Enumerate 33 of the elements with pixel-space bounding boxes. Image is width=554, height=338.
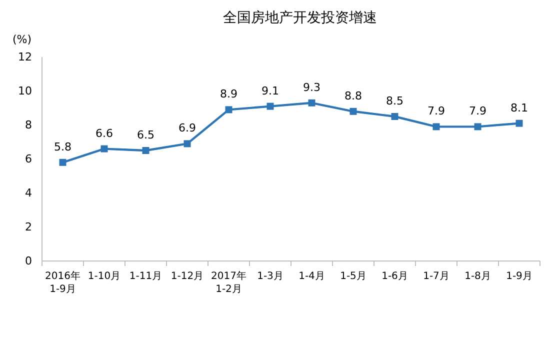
data-label: 8.1 [510,101,528,114]
y-tick-label: 2 [25,220,32,234]
y-tick-label: 12 [18,50,32,64]
x-tick-label: 1-6月 [382,271,408,282]
data-label: 9.3 [303,80,320,94]
data-label: 8.8 [344,89,362,102]
x-tick-label: 1-4月 [298,271,325,282]
data-label: 6.9 [178,122,196,135]
x-tick-label: 2017年 1-2月 [211,270,246,295]
x-tick-label: 1-10月 [88,271,121,282]
data-label: 6.6 [96,126,113,140]
data-label: 7.9 [469,104,486,118]
x-tick-label: 1-12月 [170,271,204,282]
data-label: 8.9 [220,88,238,101]
x-tick-label: 1-8月 [464,271,491,282]
y-axis-title: (%) [12,33,32,46]
x-tick-label: 1-5月 [340,271,366,282]
data-label: 8.5 [386,94,404,108]
data-label: 7.9 [428,104,445,118]
y-tick-label: 0 [25,254,32,268]
data-label: 9.1 [262,84,279,98]
y-tick-label: 6 [25,152,32,166]
x-tick-label: 1-9月 [506,271,532,282]
y-tick-label: 10 [18,84,32,98]
data-label: 5.8 [54,140,72,154]
y-tick-label: 8 [25,118,32,132]
chart-title: 全国房地产开发投资增速 [223,10,377,26]
data-label: 6.5 [137,128,154,142]
x-tick-label: 2016年 1-9月 [45,270,80,295]
x-tick-label: 1-11月 [129,271,162,282]
x-tick-label: 1-3月 [257,271,284,282]
x-tick-label: 1-7月 [423,271,450,282]
y-tick-label: 4 [25,186,32,200]
